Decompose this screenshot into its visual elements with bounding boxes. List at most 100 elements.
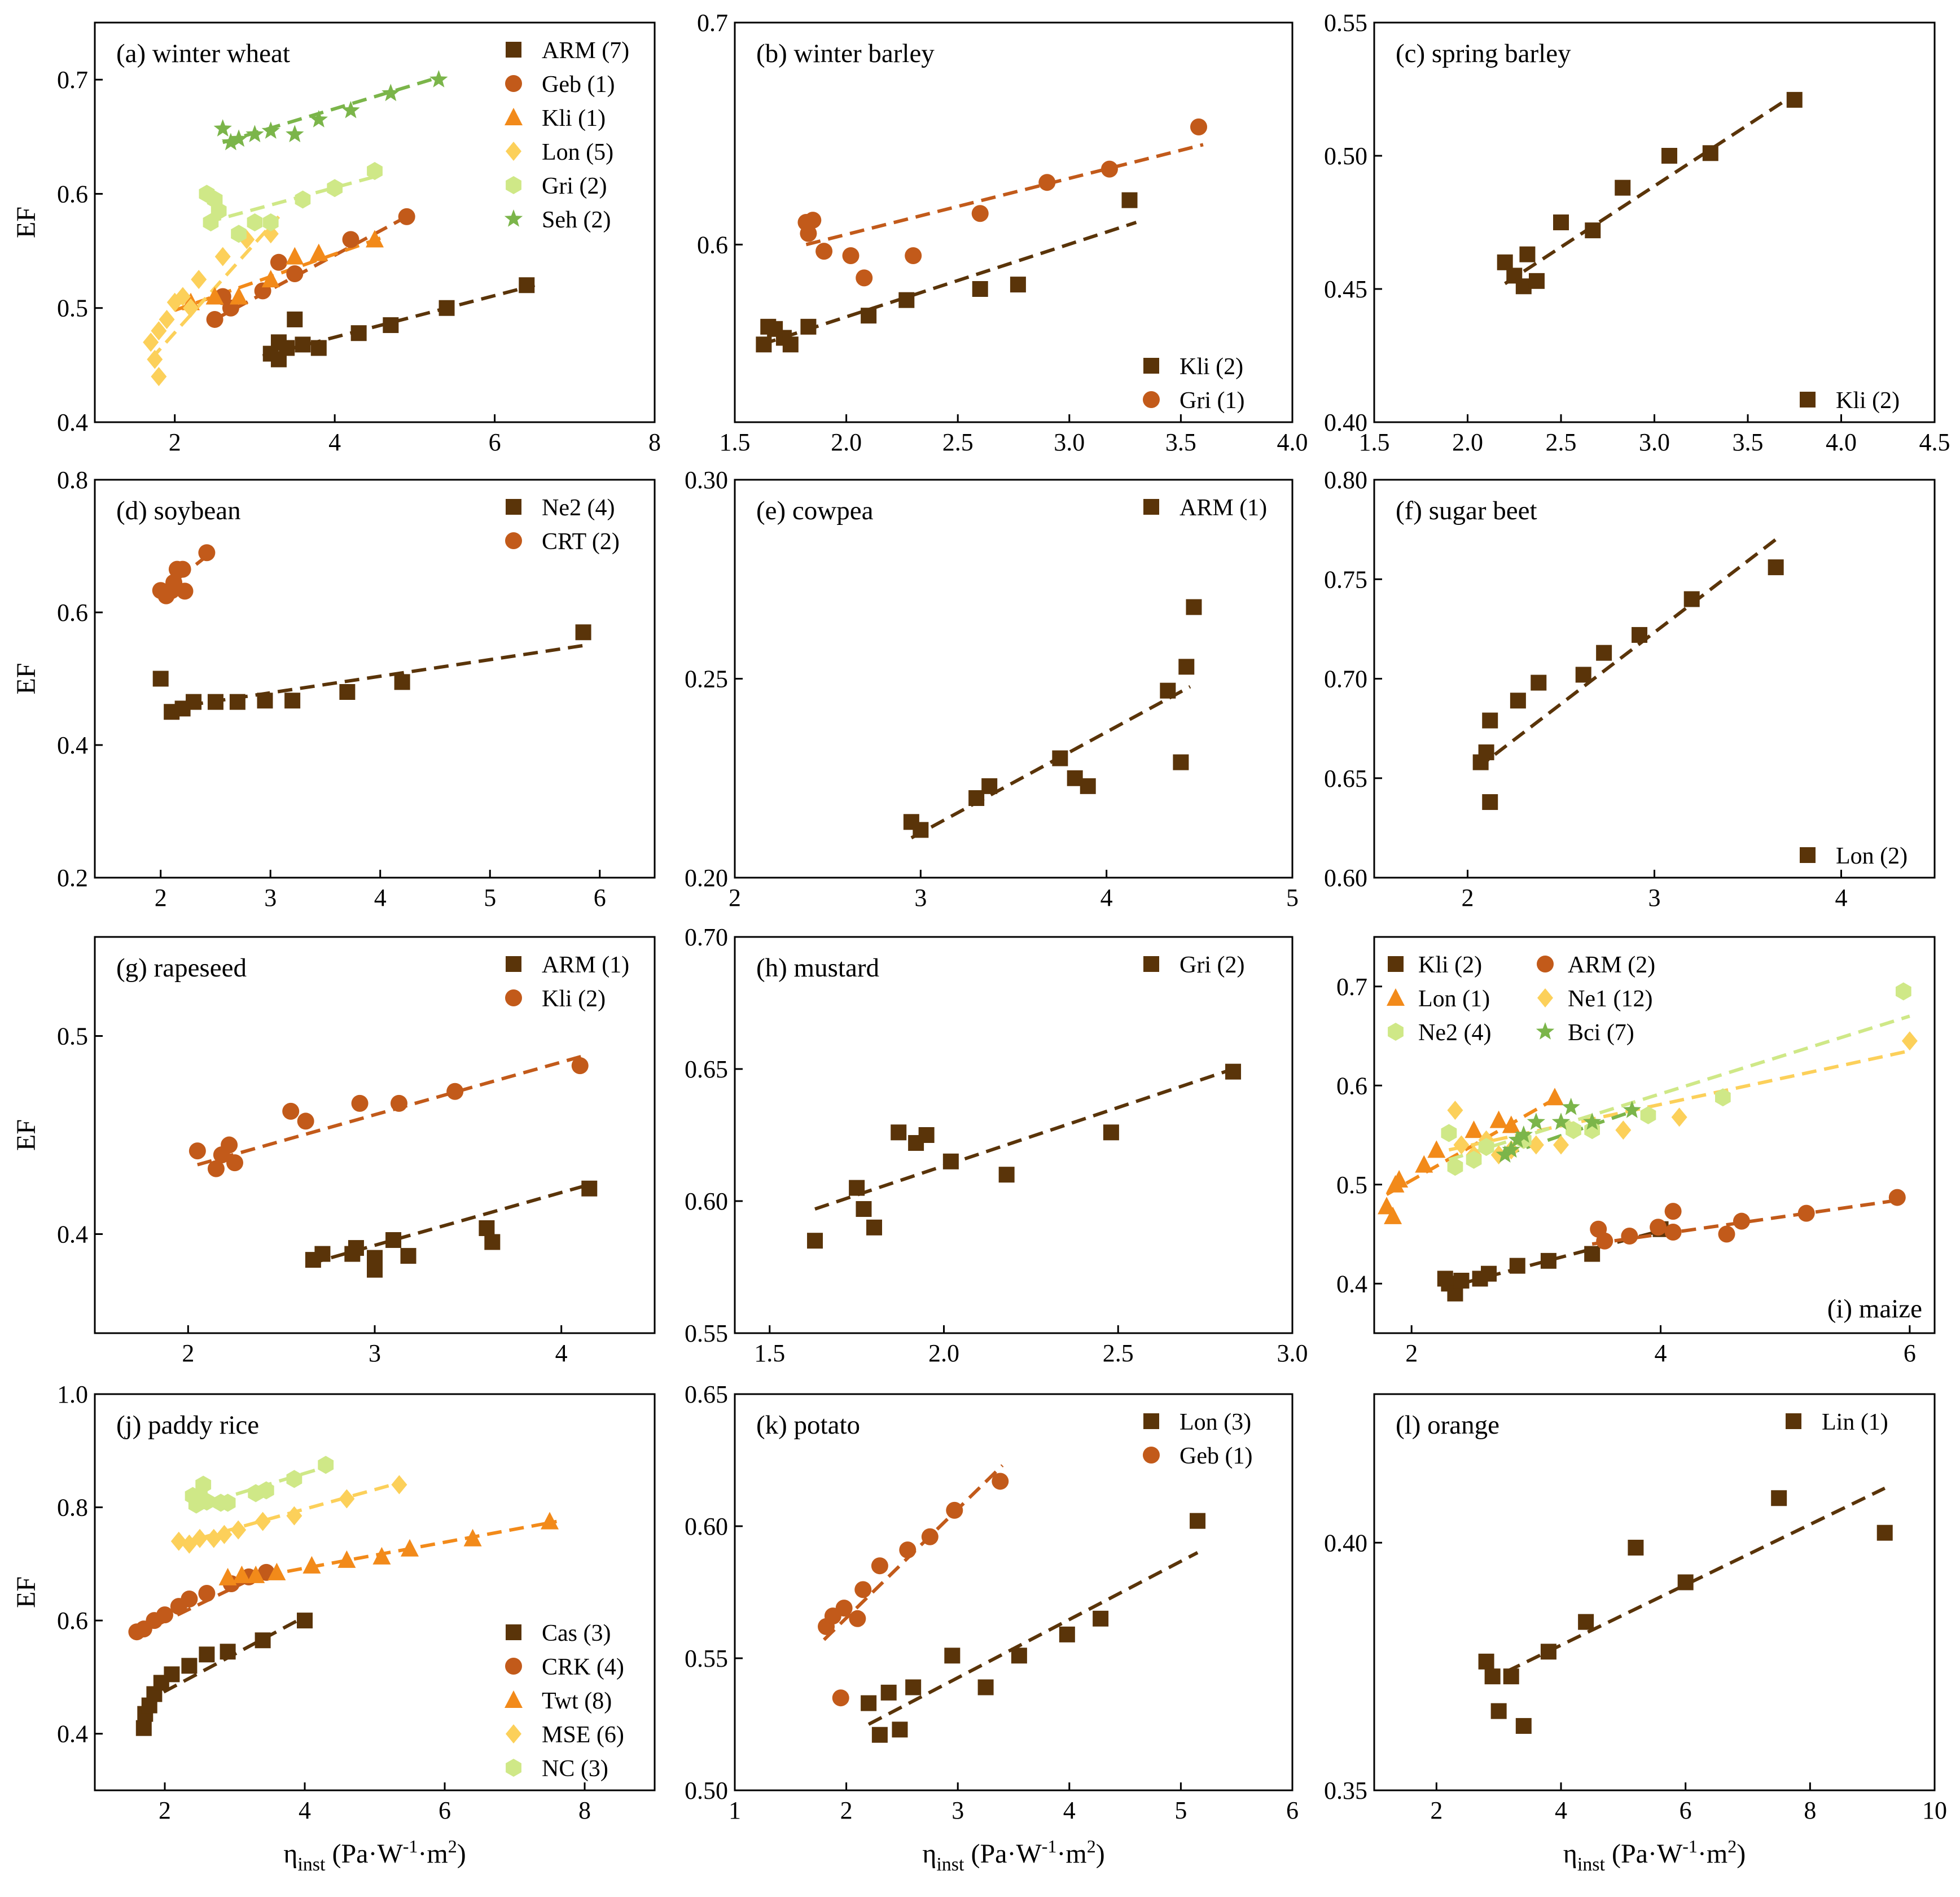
y-tick-label: 1.0: [57, 1381, 88, 1408]
point-lon: [151, 321, 167, 341]
point-mse: [170, 1531, 187, 1551]
legend-marker: [506, 1759, 521, 1777]
point-lon: [977, 1679, 994, 1696]
point-ne2: [152, 671, 169, 687]
x-tick-label: 2: [1405, 1339, 1418, 1367]
point-lin: [1628, 1540, 1644, 1556]
x-tick-label: 2: [840, 1797, 853, 1824]
point-cas: [135, 1720, 152, 1736]
point-lon: [1478, 744, 1494, 760]
point-twt: [541, 1512, 559, 1530]
point-mse: [192, 1528, 208, 1548]
point-lon: [174, 287, 191, 306]
panel-title: (i) maize: [1827, 1294, 1922, 1324]
y-tick-label: 0.5: [57, 1023, 88, 1050]
point-gri: [247, 213, 263, 231]
point-geb: [992, 1473, 1009, 1490]
point-cas: [164, 1666, 180, 1683]
point-twt: [463, 1528, 482, 1546]
point-kli: [1519, 246, 1536, 262]
legend-marker: [506, 176, 521, 194]
point-nc: [258, 1481, 274, 1500]
x-tick-label: 6: [489, 428, 501, 456]
y-tick-label: 0.40: [1324, 409, 1367, 436]
x-tick-label: 2: [1462, 884, 1474, 912]
point-geb: [899, 1541, 917, 1559]
point-cas: [199, 1646, 215, 1663]
point-lon: [1059, 1626, 1075, 1642]
x-tick-label: 4: [1835, 884, 1848, 912]
point-lon: [214, 247, 231, 266]
point-crk: [181, 1591, 198, 1608]
point-lon: [1632, 627, 1648, 643]
point-gri: [1190, 118, 1208, 135]
point-twt: [233, 1565, 251, 1583]
y-tick-label: 0.6: [57, 599, 88, 627]
point-bci: [1496, 1145, 1514, 1163]
legend-label: Gri (2): [1179, 952, 1244, 978]
point-gri: [866, 1219, 882, 1236]
point-lon: [1427, 1140, 1446, 1158]
y-tick-label: 0.7: [697, 9, 728, 37]
point-seh: [341, 100, 360, 119]
y-tick-label: 0.6: [1336, 1072, 1367, 1099]
y-tick-label: 0.60: [685, 1188, 728, 1215]
point-ne2: [339, 684, 356, 700]
point-ne2: [1715, 1088, 1731, 1107]
x-tick-label: 3.0: [1639, 428, 1670, 456]
legend: Ne2 (4) CRT (2): [505, 495, 620, 555]
y-axis-label: EF: [11, 207, 41, 238]
y-tick-label: 0.25: [685, 665, 728, 693]
point-twt: [302, 1556, 321, 1574]
point-gri: [918, 1127, 935, 1143]
point-kli: [286, 247, 304, 265]
point-arm: [1621, 1228, 1638, 1245]
y-tick-label: 0.8: [57, 1494, 88, 1522]
point-geb: [270, 253, 287, 271]
point-lin: [1484, 1668, 1501, 1685]
point-kli: [205, 287, 224, 305]
y-tick-label: 0.50: [685, 1777, 728, 1804]
x-tick-label: 4: [1063, 1797, 1076, 1824]
point-lon: [1683, 591, 1700, 607]
y-tick-label: 0.6: [57, 180, 88, 208]
point-lon: [1575, 667, 1591, 683]
point-lon: [191, 270, 207, 290]
x-tick-label: 5: [1286, 884, 1299, 912]
point-kli: [861, 308, 877, 324]
x-tick-label: 2.0: [831, 428, 862, 456]
x-tick-label: 2: [155, 884, 167, 912]
point-lon: [151, 367, 167, 387]
legend-marker: [505, 1690, 523, 1708]
legend-label: Kli (1): [542, 106, 606, 132]
plot-frame: [734, 1393, 1293, 1791]
legend-label: ARM (1): [542, 952, 629, 978]
point-nc: [220, 1493, 236, 1512]
point-gri: [856, 269, 873, 287]
point-bci: [1514, 1125, 1533, 1143]
y-tick-label: 0.65: [1324, 765, 1367, 792]
legend-marker: [1800, 847, 1816, 863]
legend-label: Seh (2): [542, 207, 611, 233]
point-kli: [782, 336, 799, 353]
point-lon: [1190, 1513, 1206, 1529]
legend-marker: [1143, 1447, 1160, 1464]
point-ne2: [1896, 982, 1911, 1001]
plot-frame: [1373, 1393, 1936, 1791]
point-mse: [255, 1512, 271, 1531]
point-arm: [383, 317, 399, 334]
panel-title: (l) orange: [1396, 1410, 1499, 1440]
point-twt: [401, 1539, 419, 1557]
point-geb: [854, 1581, 872, 1598]
point-gri: [1103, 1124, 1119, 1141]
point-lon: [1384, 1206, 1402, 1224]
point-kli: [1702, 145, 1718, 161]
x-axis-label: ηinst (Pa·W-1·m2): [1563, 1836, 1746, 1875]
point-crk: [198, 1585, 216, 1602]
legend-marker: [1387, 988, 1405, 1006]
y-tick-label: 0.7: [57, 66, 88, 94]
point-kli: [309, 243, 328, 261]
legend-label: ARM (2): [1568, 952, 1655, 978]
point-arm: [484, 1234, 501, 1250]
point-kli: [756, 336, 772, 353]
